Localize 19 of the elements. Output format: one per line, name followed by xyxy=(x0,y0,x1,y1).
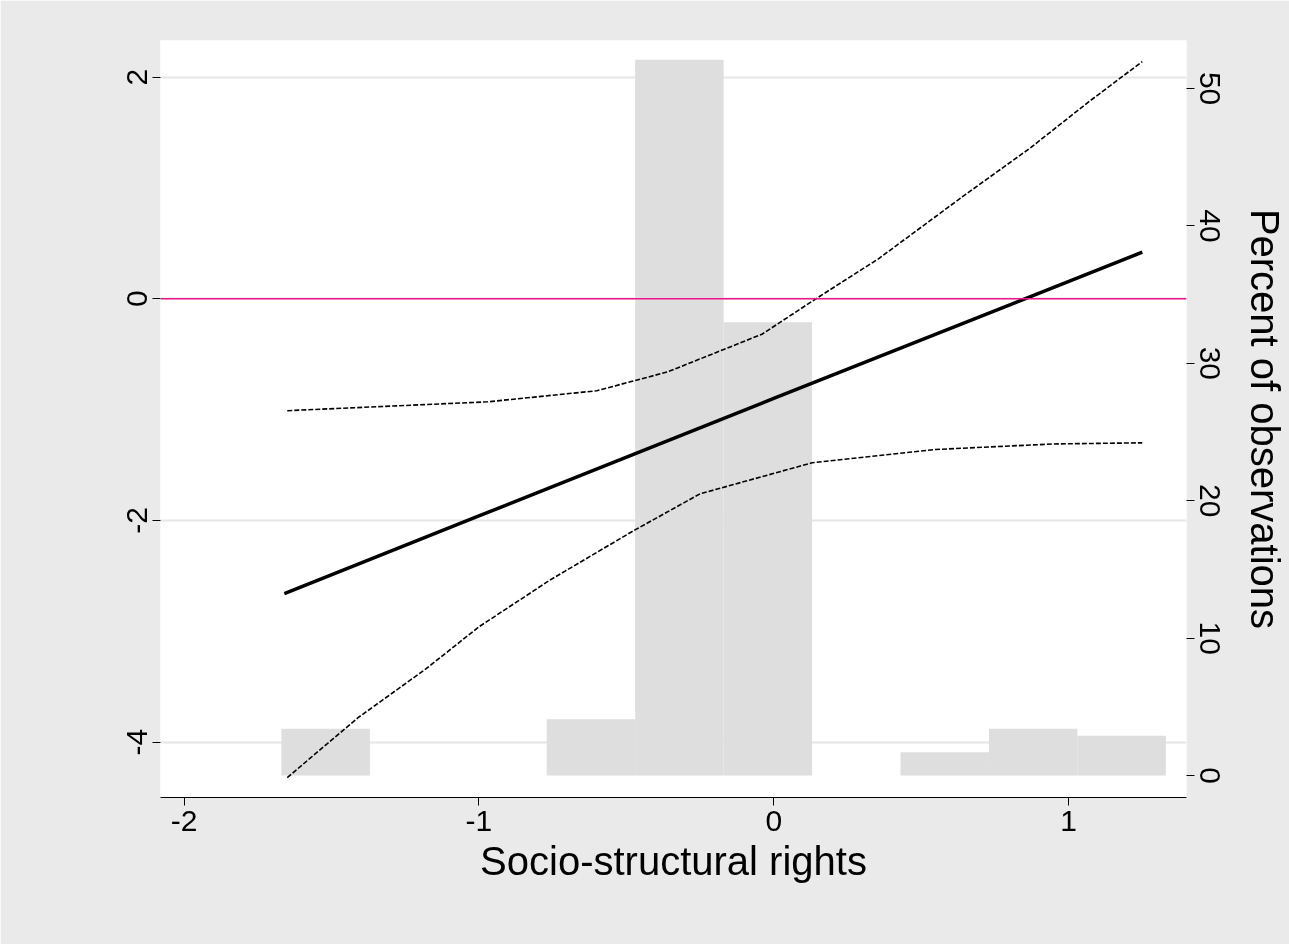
y2-tick-label: 50 xyxy=(1193,71,1227,106)
y-tick-label: 0 xyxy=(120,290,154,308)
x-tick-label: -1 xyxy=(465,803,493,837)
x-tick-label: -2 xyxy=(170,803,198,837)
line-series xyxy=(286,60,1144,412)
y-tick-label: -4 xyxy=(120,728,154,756)
y2-tick-label: 10 xyxy=(1193,621,1227,655)
x-axis-title: Socio-structural rights xyxy=(480,838,867,883)
y2-tick-label: 30 xyxy=(1193,346,1227,381)
x-tick-label: 0 xyxy=(765,803,783,837)
y2-tick-label: 20 xyxy=(1193,484,1227,518)
y-tick-label: -2 xyxy=(120,507,154,534)
y2-axis-title: Percent of observations xyxy=(1242,208,1287,630)
line-series xyxy=(286,442,1144,779)
y2-tick-label: 40 xyxy=(1193,209,1227,243)
y-tick-label: 2 xyxy=(120,68,154,86)
y2-tick-label: 0 xyxy=(1193,767,1227,784)
line-series xyxy=(282,250,1145,596)
x-tick-label: 1 xyxy=(1060,803,1077,837)
